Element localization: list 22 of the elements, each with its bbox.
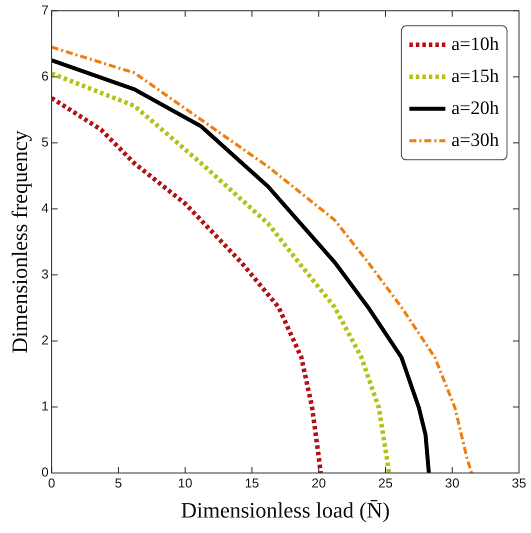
legend-label: a=10h	[451, 34, 500, 55]
x-tick-label: 30	[445, 475, 460, 490]
legend-label: a=30h	[451, 130, 500, 151]
y-tick-label: 4	[41, 200, 49, 216]
y-tick-label: 2	[41, 332, 49, 348]
y-tick-label: 6	[41, 68, 49, 84]
x-axis-title: Dimensionless load (N̄)	[180, 498, 390, 523]
x-tick-label: 35	[512, 475, 526, 490]
x-tick-label: 10	[178, 475, 192, 490]
x-tick-label: 25	[378, 475, 393, 490]
y-axis-title: Dimensionless frequency	[6, 130, 32, 354]
legend-label: a=20h	[451, 98, 500, 119]
y-tick-label: 7	[41, 2, 49, 18]
x-tick-label: 20	[311, 475, 326, 490]
y-tick-label: 5	[41, 134, 49, 150]
y-tick-label: 3	[41, 266, 49, 282]
x-tick-label: 15	[244, 475, 260, 490]
line-series	[52, 96, 323, 473]
y-tick-label: 0	[41, 464, 49, 480]
legend-label: a=15h	[451, 66, 500, 87]
y-tick-label: 1	[41, 398, 49, 414]
x-tick-label: 5	[114, 475, 122, 490]
